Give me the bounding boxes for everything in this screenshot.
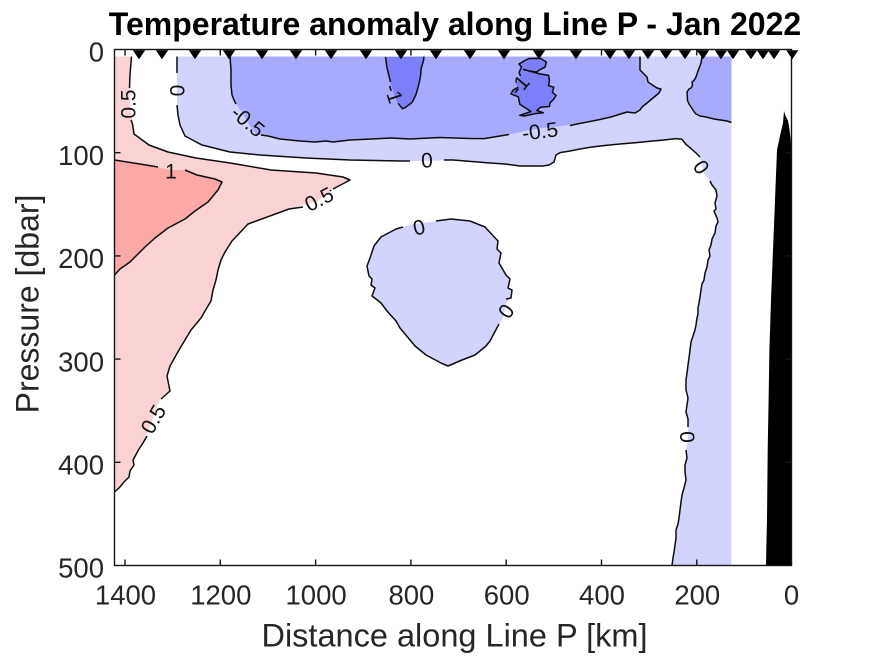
svg-text:1400: 1400 bbox=[95, 579, 156, 610]
svg-text:-0.5: -0.5 bbox=[521, 118, 560, 145]
svg-text:Temperature anomaly along Line: Temperature anomaly along Line P - Jan 2… bbox=[109, 6, 801, 42]
svg-text:300: 300 bbox=[58, 346, 104, 377]
svg-text:1: 1 bbox=[165, 161, 177, 184]
svg-text:100: 100 bbox=[58, 140, 104, 171]
svg-text:400: 400 bbox=[579, 579, 625, 610]
svg-text:0: 0 bbox=[421, 149, 434, 173]
svg-text:0: 0 bbox=[411, 215, 428, 240]
svg-text:1200: 1200 bbox=[190, 579, 251, 610]
svg-text:800: 800 bbox=[388, 579, 434, 610]
svg-text:Distance along Line P [km]: Distance along Line P [km] bbox=[261, 618, 647, 654]
svg-text:0: 0 bbox=[167, 85, 190, 97]
svg-text:500: 500 bbox=[58, 553, 104, 584]
svg-text:600: 600 bbox=[484, 579, 530, 610]
svg-text:0: 0 bbox=[89, 37, 104, 68]
svg-text:200: 200 bbox=[674, 579, 720, 610]
svg-text:400: 400 bbox=[58, 450, 104, 481]
svg-text:0: 0 bbox=[784, 579, 799, 610]
svg-text:0.5: 0.5 bbox=[118, 89, 141, 118]
svg-text:200: 200 bbox=[58, 243, 104, 274]
svg-text:0: 0 bbox=[675, 431, 698, 443]
svg-text:Pressure [dbar]: Pressure [dbar] bbox=[10, 195, 46, 414]
svg-text:1000: 1000 bbox=[286, 579, 347, 610]
